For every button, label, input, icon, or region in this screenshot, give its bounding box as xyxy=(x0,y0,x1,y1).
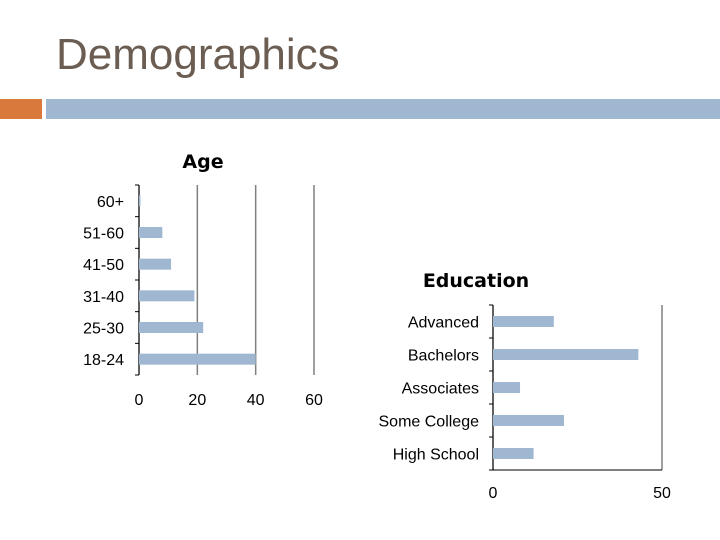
age-category-label: 31-40 xyxy=(83,289,124,306)
age-bar xyxy=(139,195,141,207)
age-category-label: 18-24 xyxy=(83,352,124,369)
education-bar xyxy=(493,448,534,459)
age-bar xyxy=(139,227,163,238)
age-bar xyxy=(139,353,256,365)
age-tick-label: 60 xyxy=(305,392,323,409)
age-category-label: 25-30 xyxy=(83,321,124,338)
age-bar xyxy=(139,322,204,333)
education-tick-label: 0 xyxy=(489,485,498,502)
age-tick-label: 0 xyxy=(135,392,144,409)
education-bar xyxy=(493,349,639,360)
education-tick-label: 50 xyxy=(653,485,671,502)
education-chart-title: Education xyxy=(423,270,529,292)
age-chart-title: Age xyxy=(182,151,223,173)
title-accent-bar-left xyxy=(0,99,42,119)
education-bar xyxy=(493,382,521,393)
education-category-label: Associates xyxy=(402,381,479,398)
age-tick-label: 40 xyxy=(247,392,265,409)
education-bar xyxy=(493,316,554,327)
age-category-label: 41-50 xyxy=(83,257,124,274)
age-category-label: 60+ xyxy=(97,194,124,211)
age-category-label: 51-60 xyxy=(83,226,124,243)
age-bar xyxy=(139,258,172,270)
education-category-label: Some College xyxy=(379,414,480,431)
education-category-label: Advanced xyxy=(408,315,479,332)
education-category-label: Bachelors xyxy=(408,348,479,365)
age-chart: Age 60+ 51-60 41-50 31-40 25-30 18-24 0 20 40 60 xyxy=(83,151,323,409)
age-bar xyxy=(139,290,195,302)
age-tick-label: 20 xyxy=(188,392,206,409)
education-category-label: High School xyxy=(393,447,479,464)
slide-title: Demographics xyxy=(56,30,340,79)
title-accent-bar-right xyxy=(46,99,720,119)
education-chart: Education Advanced Bachelors Associates Som… xyxy=(379,270,672,502)
education-bar xyxy=(493,415,564,426)
